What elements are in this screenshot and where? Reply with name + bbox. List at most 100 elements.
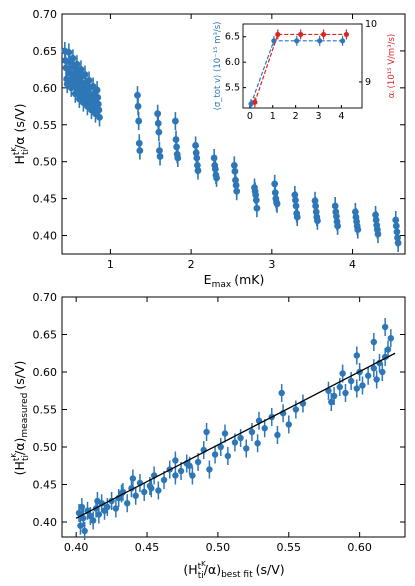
top-data-point: [172, 117, 179, 125]
top-data-point: [96, 113, 103, 121]
bottom-data-point: [177, 467, 185, 475]
bottom-x-tick-label: 0.40: [64, 541, 89, 554]
top-panel: 1 2 3 4 0.40 0.45 0.50 0.55 0.60 0.65 0.70 HtK ti/α…: [10, 8, 406, 290]
bottom-data-point: [347, 377, 355, 385]
top-data-point: [273, 200, 281, 208]
top-data-point: [213, 174, 220, 182]
top-axis-ticks: 1 2 3 4 0.40 0.45 0.50 0.55 0.60 0.65 0.70: [33, 8, 405, 271]
inset-series: [248, 29, 350, 109]
inset-right-y-label: αᵢ (10¹⁵ V/m³/s): [387, 34, 397, 98]
bottom-data-point: [370, 365, 378, 372]
inset-left-y-label: ⟨σ_tot v⟩ (10⁻¹⁵ m³/s): [213, 21, 223, 110]
bottom-data-point: [80, 515, 87, 522]
bottom-y-tick-label: 0.65: [33, 329, 58, 342]
top-x-tick-label: 4: [349, 258, 356, 271]
bottom-data-point: [224, 452, 232, 460]
inset-data-point: [343, 31, 350, 38]
top-y-tick-label: 0.50: [33, 156, 58, 169]
bottom-y-tick-label: 0.70: [33, 291, 58, 304]
top-y-axis-label: HtK ti/α (s/V): [10, 103, 31, 164]
top-data-point: [65, 49, 73, 56]
top-x-tick-label: 2: [188, 258, 195, 271]
bottom-data-point: [112, 505, 120, 512]
bottom-data-point: [172, 457, 179, 464]
bottom-data-point: [89, 517, 97, 524]
top-x-tick-label: 1: [107, 258, 114, 271]
top-data-point: [174, 154, 182, 162]
top-data-point: [134, 102, 142, 110]
bottom-data-point: [248, 428, 256, 436]
bottom-panel: 0.40 0.45 0.50 0.55 0.60 0.40 0.45 0.50 0.55 0.60…: [10, 291, 406, 581]
bottom-data-point: [379, 368, 386, 376]
top-x-axis-label: Emax (mK): [204, 272, 265, 290]
inset-right-tick-label: 10: [365, 19, 377, 30]
inset-left-tick-label: 6.5: [225, 32, 240, 43]
bottom-y-tick-label: 0.40: [33, 516, 58, 529]
top-data-point: [354, 226, 362, 234]
top-data-point: [194, 167, 202, 174]
bottom-data-point: [104, 503, 111, 511]
bottom-y-axis-label: (HtK ti/α)measured(s/V): [10, 361, 31, 476]
bottom-data-point: [342, 389, 349, 397]
bottom-data-point: [194, 458, 202, 466]
inset-x-tick-label: 0: [247, 111, 253, 122]
bottom-x-tick-label: 0.55: [277, 541, 302, 554]
bottom-data-point: [123, 500, 131, 507]
bottom-x-tick-label: 0.50: [206, 541, 231, 554]
inset-data-point: [248, 101, 254, 107]
top-data-point: [135, 117, 143, 125]
inset-x-tick-label: 4: [338, 111, 344, 122]
bottom-x-tick-label: 0.60: [347, 541, 372, 554]
inset-left-tick-label: 5.5: [225, 83, 240, 94]
bottom-x-axis-label: (HtK ti/α)best fit (s/V): [183, 560, 284, 581]
top-data-point: [62, 64, 70, 72]
bottom-data-point: [381, 323, 389, 331]
top-y-tick-label: 0.45: [33, 193, 58, 206]
inset-data-point: [317, 38, 323, 44]
bottom-data-point: [353, 352, 361, 359]
bottom-data-point: [81, 527, 88, 535]
bottom-data-point: [77, 522, 84, 529]
bottom-data-point: [370, 338, 378, 346]
inset-axis-ticks: 0 1 2 3 4 5.5 6.0 6.5 9 10: [225, 19, 377, 122]
bottom-data-point: [359, 382, 366, 389]
top-y-tick-label: 0.40: [33, 230, 58, 243]
top-y-tick-label: 0.70: [33, 8, 58, 21]
bottom-data-point: [384, 346, 392, 353]
inset-data-point: [275, 31, 281, 38]
top-data-points: [61, 41, 402, 252]
top-data-point: [70, 73, 78, 81]
bottom-data-points: [75, 318, 395, 540]
inset-x-tick-label: 3: [315, 111, 321, 122]
inset-plot-frame: [242, 23, 363, 109]
top-data-point: [134, 91, 141, 99]
bottom-data-point: [84, 507, 91, 514]
top-data-point: [136, 147, 144, 155]
top-plot-frame: [61, 13, 406, 255]
top-data-point: [374, 230, 382, 238]
bottom-data-point: [160, 476, 168, 484]
bottom-data-point: [78, 503, 86, 511]
bottom-data-point: [278, 389, 285, 397]
bottom-y-tick-label: 0.60: [33, 366, 58, 379]
bottom-data-point: [330, 392, 338, 400]
inset-right-tick-label: 9: [365, 77, 371, 88]
bottom-data-point: [132, 492, 139, 499]
bottom-data-point: [243, 445, 250, 452]
bottom-data-point: [292, 406, 300, 413]
bottom-data-point: [336, 383, 344, 391]
bottom-data-point: [221, 430, 229, 437]
bottom-data-point: [353, 385, 361, 392]
bottom-data-point: [186, 462, 193, 469]
bottom-data-point: [141, 488, 148, 496]
top-y-tick-label: 0.60: [33, 82, 58, 95]
inset-left-tick-label: 6.0: [225, 57, 240, 68]
bottom-x-tick-label: 0.45: [135, 541, 160, 554]
inset-data-point: [294, 38, 300, 44]
top-data-point: [233, 187, 241, 195]
bottom-data-point: [285, 421, 292, 428]
inset-panel: 0 1 2 3 4 5.5 6.0 6.5 9 10 ⟨σ_tot v⟩ (10⁻¹⁵ m³/s)…: [213, 19, 397, 122]
bottom-data-point: [231, 439, 239, 446]
bottom-data-point: [211, 451, 219, 458]
